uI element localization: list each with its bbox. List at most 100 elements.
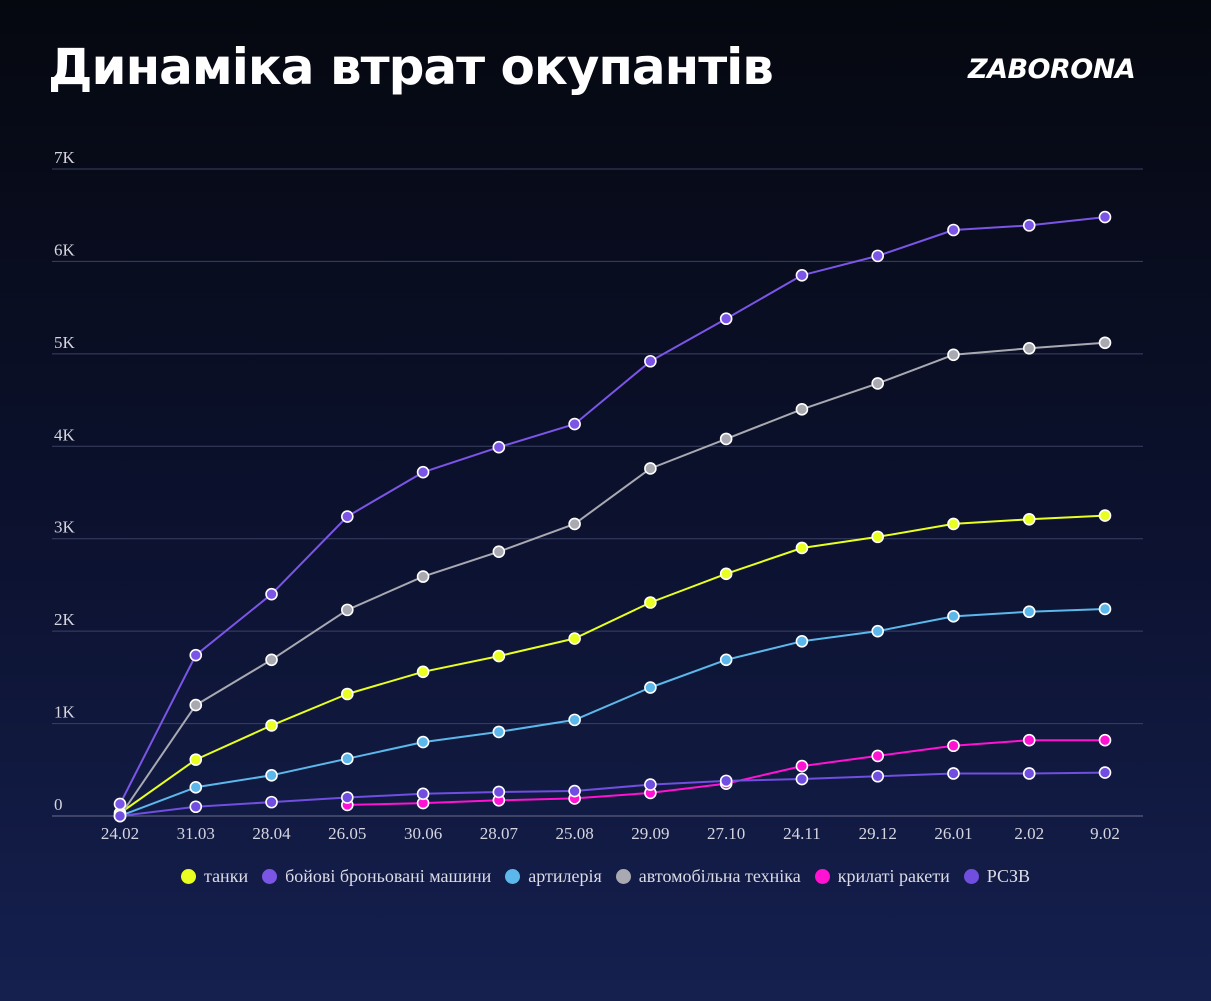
data-point-4 bbox=[1022, 733, 1036, 747]
data-point-1 bbox=[265, 587, 278, 601]
series-line-3 bbox=[119, 341, 1106, 817]
data-point-0 bbox=[947, 517, 960, 531]
legend-label: РСЗВ bbox=[986, 866, 1030, 886]
legend-marker bbox=[963, 869, 979, 884]
data-point-1 bbox=[644, 354, 657, 368]
legend-label: артилерія bbox=[528, 866, 602, 886]
y-tick-label: 0 bbox=[54, 795, 63, 814]
data-point-2 bbox=[644, 681, 657, 694]
data-point-1 bbox=[113, 797, 127, 811]
x-tick-label: 29.12 bbox=[859, 824, 897, 843]
data-point-2 bbox=[871, 624, 884, 638]
data-point-0 bbox=[416, 665, 430, 679]
data-point-5 bbox=[416, 787, 430, 801]
legend-item: РСЗВ bbox=[963, 866, 1030, 887]
y-tick-label: 3K bbox=[54, 518, 76, 537]
data-point-5 bbox=[795, 772, 809, 786]
data-point-2 bbox=[795, 635, 809, 648]
x-tick-label: 28.07 bbox=[480, 824, 519, 843]
data-point-5 bbox=[265, 795, 278, 809]
legend-marker bbox=[180, 869, 196, 884]
data-point-1 bbox=[189, 648, 203, 662]
data-point-3 bbox=[341, 603, 354, 617]
data-point-2 bbox=[341, 752, 354, 765]
data-point-1 bbox=[947, 223, 960, 237]
legend-item: артилерія bbox=[505, 866, 602, 887]
data-point-3 bbox=[644, 462, 657, 475]
legend-item: бойові броньовані машини bbox=[262, 866, 491, 887]
data-point-5 bbox=[871, 769, 884, 783]
data-point-1 bbox=[871, 249, 884, 263]
y-tick-label: 4K bbox=[54, 425, 76, 444]
data-point-0 bbox=[189, 753, 203, 766]
data-point-5 bbox=[189, 800, 203, 814]
data-point-2 bbox=[947, 610, 960, 623]
legend-label: автомобільна техніка bbox=[638, 866, 801, 886]
data-point-1 bbox=[1098, 210, 1112, 224]
data-point-2 bbox=[416, 735, 430, 749]
line-chart: 0 1K 2K 3K 4K 5K 6K 7K 24.02 31.03 28.04 26.05 30.06… bbox=[52, 148, 1143, 843]
data-point-5 bbox=[1098, 766, 1112, 779]
data-point-5 bbox=[568, 784, 581, 798]
data-point-5 bbox=[492, 785, 506, 799]
data-point-1 bbox=[719, 312, 733, 326]
data-point-3 bbox=[1022, 342, 1036, 355]
data-point-5 bbox=[1022, 767, 1036, 780]
data-point-3 bbox=[719, 432, 733, 446]
legend-marker bbox=[505, 869, 521, 884]
data-point-0 bbox=[1022, 513, 1036, 526]
legend-item: крилаті ракети bbox=[814, 866, 950, 887]
data-point-4 bbox=[795, 759, 809, 773]
data-point-2 bbox=[568, 713, 581, 727]
data-point-0 bbox=[568, 632, 581, 645]
legend-marker bbox=[262, 869, 278, 884]
legend-item: танки bbox=[180, 866, 249, 887]
data-point-2 bbox=[265, 769, 278, 782]
data-point-3 bbox=[189, 698, 203, 712]
data-point-5 bbox=[341, 791, 354, 804]
chart-title: Динаміка втрат окупантів bbox=[48, 38, 774, 96]
data-point-2 bbox=[189, 781, 203, 794]
data-point-2 bbox=[719, 653, 733, 667]
y-tick-label: 2K bbox=[54, 610, 76, 629]
legend-marker bbox=[615, 869, 631, 884]
x-tick-label: 26.01 bbox=[934, 824, 972, 843]
x-tick-label: 24.11 bbox=[783, 824, 821, 843]
data-point-0 bbox=[341, 687, 354, 701]
x-tick-label: 30.06 bbox=[404, 824, 442, 843]
data-point-0 bbox=[871, 530, 884, 544]
data-point-5 bbox=[719, 774, 733, 788]
data-point-3 bbox=[947, 348, 960, 362]
data-point-2 bbox=[492, 725, 506, 739]
data-point-0 bbox=[795, 541, 809, 555]
legend-label: бойові броньовані машини bbox=[285, 866, 492, 886]
data-point-1 bbox=[1022, 219, 1036, 232]
x-tick-label: 31.03 bbox=[177, 824, 215, 843]
data-point-5 bbox=[947, 767, 960, 780]
y-tick-label: 7K bbox=[54, 148, 76, 167]
data-point-3 bbox=[871, 377, 884, 390]
data-point-1 bbox=[341, 510, 354, 523]
data-point-0 bbox=[644, 596, 657, 609]
data-point-5 bbox=[644, 778, 657, 791]
y-tick-label: 5K bbox=[54, 333, 76, 352]
data-point-4 bbox=[947, 739, 960, 753]
data-point-3 bbox=[492, 545, 506, 558]
data-point-3 bbox=[568, 517, 581, 531]
data-point-0 bbox=[719, 567, 733, 581]
series-line-2 bbox=[119, 608, 1106, 817]
series-line-5 bbox=[119, 771, 1106, 817]
series-line-0 bbox=[119, 514, 1106, 815]
data-point-0 bbox=[265, 719, 278, 732]
data-point-3 bbox=[1098, 336, 1112, 350]
chart-legend: танки бойові броньовані машини артилерія ав… bbox=[0, 866, 1211, 887]
x-tick-label: 2.02 bbox=[1014, 824, 1044, 843]
data-point-4 bbox=[871, 749, 884, 763]
y-tick-label: 1K bbox=[54, 703, 76, 722]
data-point-1 bbox=[492, 440, 506, 454]
zaborona-logo: ZABORONA bbox=[968, 54, 1136, 85]
data-point-0 bbox=[492, 649, 506, 663]
legend-label: танки bbox=[203, 866, 249, 886]
data-point-1 bbox=[795, 268, 809, 282]
data-point-3 bbox=[416, 570, 430, 583]
